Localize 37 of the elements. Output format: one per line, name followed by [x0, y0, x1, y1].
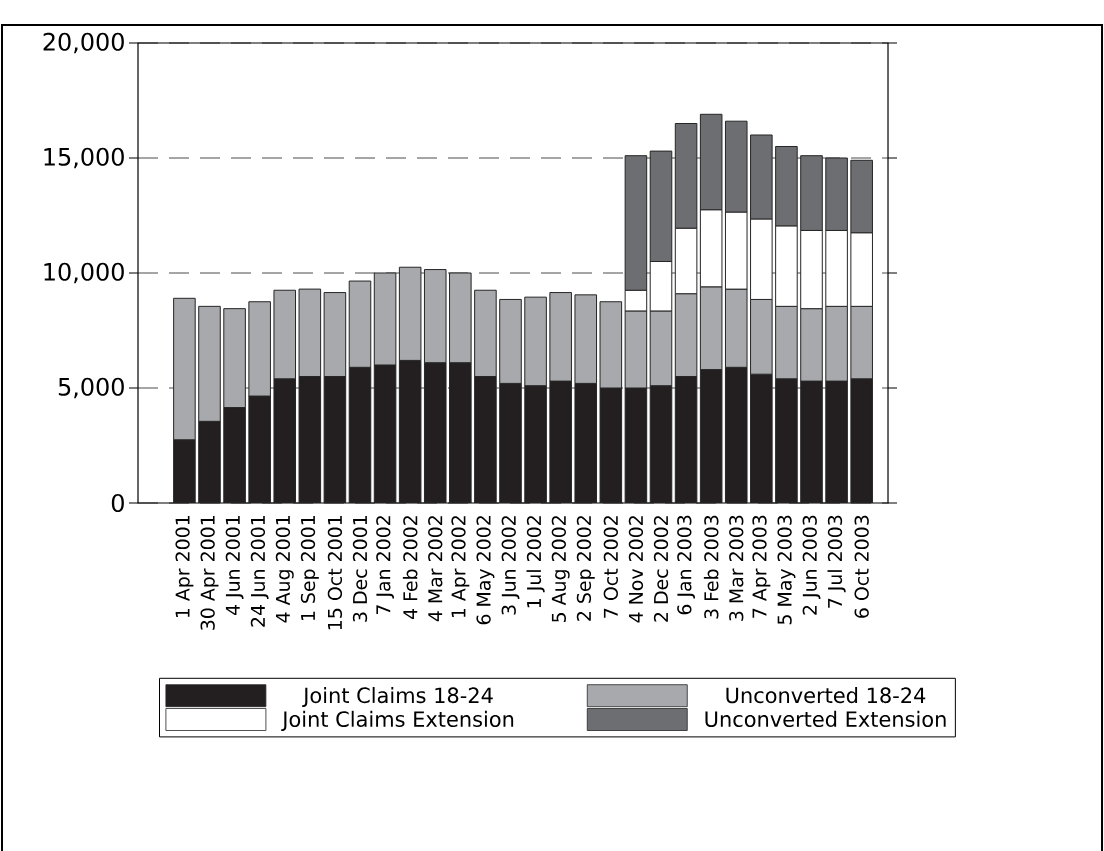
- x-tick-label: 2 Dec 2002: [653, 516, 669, 622]
- x-tick-label: 4 Mar 2002: [428, 516, 443, 622]
- x-tick-label: 2 Sep 2002: [576, 516, 595, 621]
- y-tick-label: 0: [111, 493, 124, 513]
- x-tick-label: 3 Mar 2003: [729, 515, 744, 621]
- x-tick-label: 4 Jun 2001: [225, 515, 244, 616]
- legend-label: Unconverted Extension: [705, 710, 946, 727]
- legend-label: Unconverted 18-24: [726, 687, 926, 704]
- x-tick-label: 7 Jul 2003: [827, 515, 846, 608]
- x-tick-label: 1 Apr 2001: [175, 515, 194, 618]
- x-tick-label: 1 Apr 2002: [451, 516, 470, 618]
- x-tick-label: 6 Oct 2003: [854, 515, 869, 618]
- legend-label: Joint Claims Extension: [281, 710, 514, 731]
- x-tick-label: 15 Oct 2001: [327, 515, 343, 630]
- x-tick-label: 4 Nov 2002: [628, 516, 644, 623]
- x-tick-label: 30 Apr 2001: [200, 515, 219, 630]
- x-tick-label: 5 Aug 2002: [551, 516, 570, 622]
- x-tick-label: 3 Dec 2001: [352, 515, 368, 622]
- x-tick-label: 3 Feb 2003: [703, 515, 719, 619]
- x-tick-label: 4 Aug 2001: [275, 515, 294, 623]
- y-tick-label: 5,000: [58, 377, 124, 399]
- x-tick-label: 4 Feb 2002: [402, 516, 418, 620]
- x-tick-label: 5 May 2003: [777, 515, 796, 625]
- x-tick-label: 6 May 2002: [476, 516, 495, 625]
- x-tick-label: 1 Sep 2001: [300, 515, 319, 621]
- legend-label: Joint Claims 18-24: [302, 687, 493, 708]
- x-tick-label: 2 Jun 2003: [802, 515, 821, 615]
- x-tick-label: 6 Jan 2003: [677, 515, 695, 615]
- y-tick-label: 10,000: [44, 262, 124, 284]
- x-tick-label: 7 Apr 2003: [752, 515, 771, 618]
- y-tick-label: 15,000: [44, 147, 124, 169]
- x-tick-label: 24 Jun 2001: [250, 515, 269, 627]
- x-tick-label: 1 Jul 2002: [526, 516, 545, 608]
- x-tick-label: 3 Jun 2002: [501, 516, 520, 615]
- y-tick-label: 20,000: [43, 32, 124, 54]
- x-tick-label: 7 Jan 2002: [376, 516, 394, 615]
- x-tick-label: 7 Oct 2002: [603, 516, 618, 618]
